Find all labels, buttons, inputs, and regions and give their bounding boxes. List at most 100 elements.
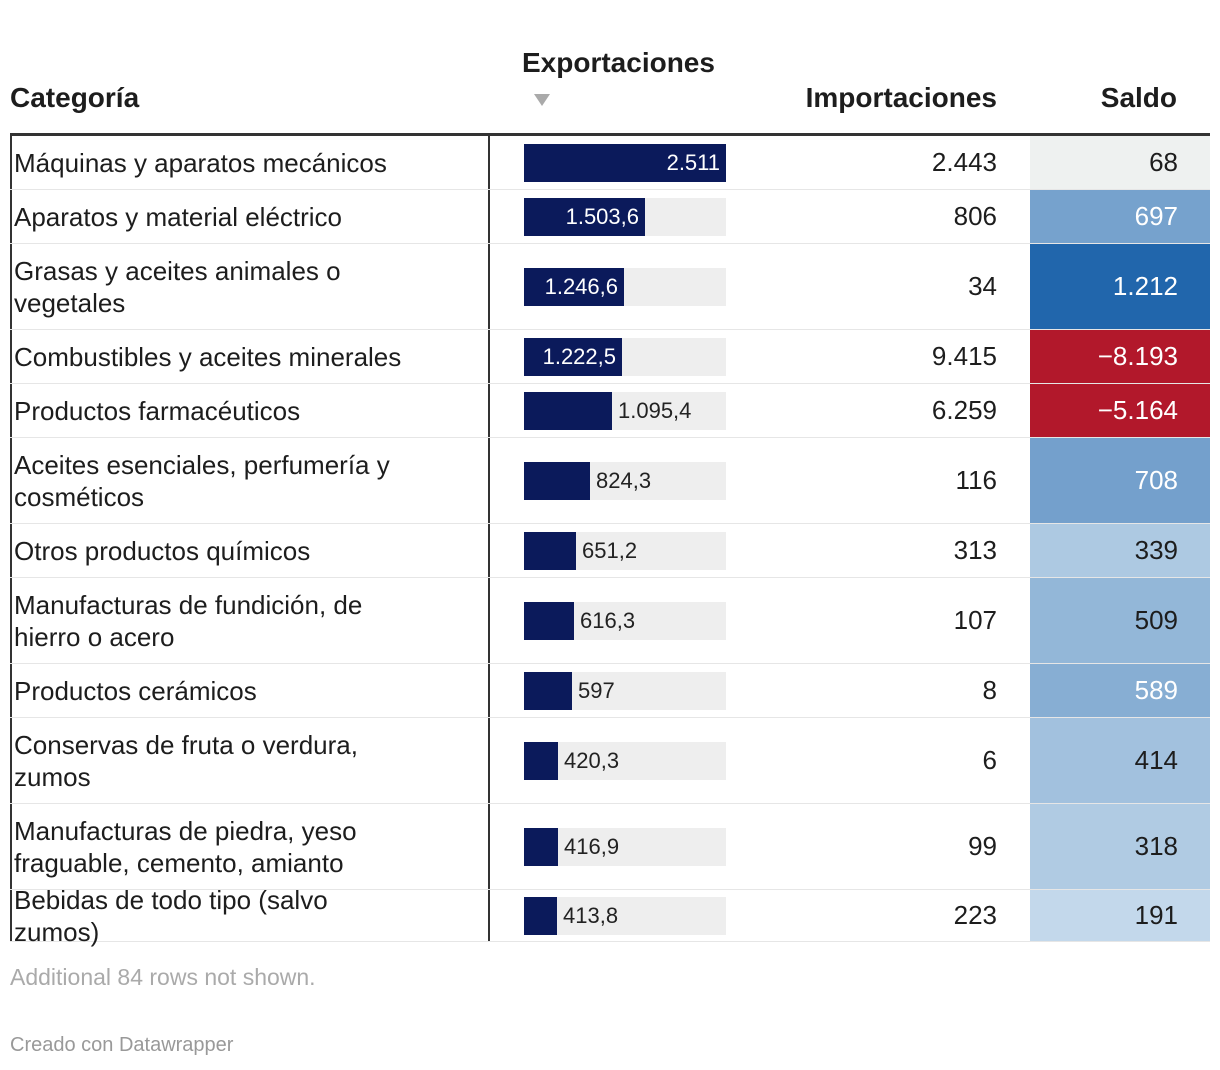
category-label: Manufacturas de fundición, de hierro o a… <box>14 589 363 652</box>
header-exportaciones[interactable]: Exportaciones <box>522 47 715 78</box>
credit-link[interactable]: Creado con Datawrapper <box>10 1034 234 1056</box>
table-row: Manufacturas de fundición, de hierro o a… <box>10 578 1210 664</box>
import-value: 313 <box>953 535 997 565</box>
table-row: Conservas de fruta o verdura, zumos 420,3… <box>10 718 1210 804</box>
export-bar-track: 2.511 <box>524 144 726 182</box>
export-value-label: 616,3 <box>580 608 636 633</box>
export-bar-track: 420,3 <box>524 742 726 780</box>
category-label: Grasas y aceites animales o vegetales <box>14 255 341 318</box>
header-saldo[interactable]: Saldo <box>1100 82 1177 113</box>
balance-value: 318 <box>1030 804 1210 889</box>
category-cell: Aparatos y material eléctrico <box>10 190 490 243</box>
export-value-label: 420,3 <box>564 748 620 773</box>
export-value-label: 824,3 <box>596 468 652 493</box>
category-label: Productos cerámicos <box>14 675 257 706</box>
export-value-label: 1.222,5 <box>542 344 616 369</box>
category-cell: Máquinas y aparatos mecánicos <box>10 136 490 189</box>
table-row: Productos cerámicos 597 8 589 <box>10 664 1210 718</box>
table-row: Aparatos y material eléctrico 1.503,6 806 6… <box>10 190 1210 244</box>
export-bar <box>524 532 576 570</box>
balance-value: 68 <box>1030 136 1210 189</box>
export-bar <box>524 897 557 935</box>
balance-value: 414 <box>1030 718 1210 803</box>
table-row: Combustibles y aceites minerales 1.222,5 9… <box>10 330 1210 384</box>
category-cell: Manufacturas de piedra, yeso fraguable, … <box>10 804 490 889</box>
category-label: Aparatos y material eléctrico <box>14 201 343 232</box>
rows-hidden-note: Additional 84 rows not shown. <box>10 964 316 990</box>
import-value: 99 <box>968 831 997 861</box>
category-label: Productos farmacéuticos <box>14 395 301 426</box>
import-value: 107 <box>953 605 997 635</box>
category-cell: Combustibles y aceites minerales <box>10 330 490 383</box>
balance-value: −8.193 <box>1030 330 1210 383</box>
export-bar <box>524 742 558 780</box>
export-value-label: 1.095,4 <box>618 398 692 423</box>
export-bar <box>524 392 612 430</box>
table-row: Productos farmacéuticos 1.095,4 6.259 −5.16… <box>10 384 1210 438</box>
export-value-label: 651,2 <box>582 538 638 563</box>
export-bar-track: 651,2 <box>524 532 726 570</box>
export-value-label: 1.246,6 <box>544 274 618 299</box>
header-importaciones[interactable]: Importaciones <box>805 82 997 113</box>
table-body: Máquinas y aparatos mecánicos 2.511 2.443 6… <box>10 136 1210 947</box>
category-label: Manufacturas de piedra, yeso fraguable, … <box>14 815 357 878</box>
import-value: 806 <box>953 201 997 231</box>
export-value-label: 2.511 <box>666 150 720 175</box>
category-label: Bebidas de todo tipo (salvo zumos) <box>14 884 328 947</box>
export-bar <box>524 828 558 866</box>
import-value: 8 <box>982 675 997 705</box>
import-value: 9.415 <box>931 341 997 371</box>
category-cell: Aceites esenciales, perfumería y cosméti… <box>10 438 490 523</box>
data-table: Categoría Exportaciones Importaciones Sa… <box>10 40 1210 947</box>
export-bar <box>524 338 622 376</box>
category-cell: Bebidas de todo tipo (salvo zumos) <box>10 885 490 947</box>
import-value: 6.259 <box>931 395 997 425</box>
header-categoria[interactable]: Categoría <box>10 82 140 113</box>
export-bar-track: 1.503,6 <box>524 198 726 236</box>
category-cell: Productos cerámicos <box>10 664 490 717</box>
export-value-label: 1.503,6 <box>565 204 639 229</box>
table-row: Máquinas y aparatos mecánicos 2.511 2.443 6… <box>10 136 1210 190</box>
export-bar <box>524 268 624 306</box>
export-bar-track: 1.095,4 <box>524 392 726 430</box>
category-cell: Conservas de fruta o verdura, zumos <box>10 718 490 803</box>
category-label: Máquinas y aparatos mecánicos <box>14 147 387 178</box>
table-row: Manufacturas de piedra, yeso fraguable, … <box>10 804 1210 890</box>
category-label: Otros productos químicos <box>14 535 311 566</box>
balance-value: 191 <box>1030 890 1210 941</box>
import-value: 2.443 <box>931 147 997 177</box>
export-value-label: 416,9 <box>564 834 620 859</box>
category-cell: Productos farmacéuticos <box>10 384 490 437</box>
balance-value: 509 <box>1030 578 1210 663</box>
sort-descending-icon <box>534 94 550 106</box>
balance-value: 708 <box>1030 438 1210 523</box>
category-label: Conservas de fruta o verdura, zumos <box>14 729 358 792</box>
export-bar-track: 616,3 <box>524 602 726 640</box>
table-row: Otros productos químicos 651,2 313 339 <box>10 524 1210 578</box>
export-bar <box>524 602 574 640</box>
export-value-label: 597 <box>578 678 615 703</box>
category-cell: Grasas y aceites animales o vegetales <box>10 244 490 329</box>
export-bar-track: 1.222,5 <box>524 338 726 376</box>
balance-value: 1.212 <box>1030 244 1210 329</box>
balance-value: 697 <box>1030 190 1210 243</box>
export-bar <box>524 672 572 710</box>
export-bar <box>524 144 726 182</box>
export-bar-track: 597 <box>524 672 726 710</box>
import-value: 223 <box>953 900 997 930</box>
category-label: Aceites esenciales, perfumería y cosméti… <box>14 449 390 512</box>
category-label: Combustibles y aceites minerales <box>14 341 402 372</box>
import-value: 6 <box>982 745 997 775</box>
balance-value: 589 <box>1030 664 1210 717</box>
balance-value: −5.164 <box>1030 384 1210 437</box>
import-value: 116 <box>955 465 997 495</box>
export-bar-track: 1.246,6 <box>524 268 726 306</box>
export-bar-track: 416,9 <box>524 828 726 866</box>
category-cell: Manufacturas de fundición, de hierro o a… <box>10 578 490 663</box>
category-cell: Otros productos químicos <box>10 524 490 577</box>
export-bar <box>524 462 590 500</box>
table-row: Aceites esenciales, perfumería y cosméti… <box>10 438 1210 524</box>
balance-value: 339 <box>1030 524 1210 577</box>
table-header: Categoría Exportaciones Importaciones Sa… <box>10 40 1210 136</box>
export-value-label: 413,8 <box>563 903 619 928</box>
